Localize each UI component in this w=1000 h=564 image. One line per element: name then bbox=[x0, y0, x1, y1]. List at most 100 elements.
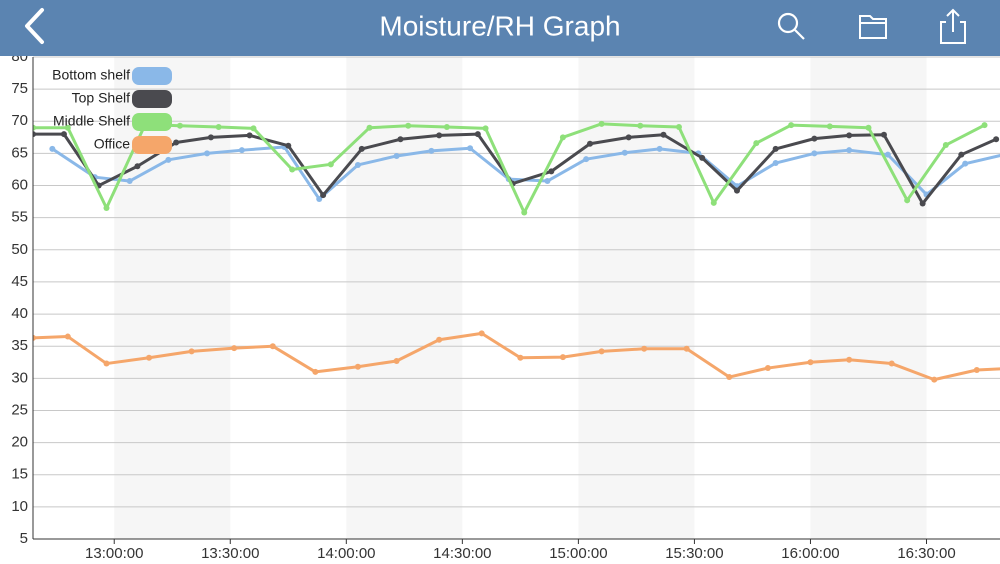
data-point bbox=[134, 163, 141, 170]
header-bar bbox=[0, 0, 1000, 56]
data-point bbox=[428, 147, 435, 154]
data-point bbox=[637, 122, 644, 129]
data-point bbox=[548, 168, 555, 175]
data-point bbox=[583, 156, 590, 163]
data-point bbox=[285, 142, 292, 149]
legend-swatch bbox=[132, 113, 172, 131]
data-point bbox=[238, 147, 245, 154]
data-point bbox=[366, 124, 373, 131]
legend-label: Bottom shelf bbox=[52, 67, 130, 83]
grid bbox=[33, 56, 1000, 540]
data-point bbox=[641, 345, 648, 352]
bands bbox=[114, 57, 927, 539]
x-tick-label: 16:00:00 bbox=[781, 545, 839, 562]
data-point bbox=[710, 199, 717, 206]
data-point bbox=[973, 366, 980, 373]
legend-label: Middle Shelf bbox=[53, 113, 130, 129]
data-point bbox=[931, 376, 938, 383]
y-tick-label: 40 bbox=[11, 305, 28, 322]
data-point bbox=[962, 160, 969, 167]
data-point bbox=[289, 166, 296, 173]
data-point bbox=[393, 357, 400, 364]
band bbox=[346, 57, 463, 539]
data-point bbox=[443, 124, 450, 131]
data-point bbox=[660, 131, 667, 138]
data-point bbox=[559, 354, 566, 361]
data-point bbox=[33, 124, 36, 131]
data-point bbox=[772, 145, 779, 152]
x-tick-label: 14:30:00 bbox=[433, 545, 491, 562]
band bbox=[114, 57, 231, 539]
legend-label: Top Shelf bbox=[72, 90, 130, 106]
y-tick-label: 20 bbox=[11, 434, 28, 451]
data-point bbox=[173, 139, 180, 146]
y-tick-label: 45 bbox=[11, 273, 28, 290]
data-point bbox=[733, 187, 740, 194]
data-point bbox=[436, 336, 443, 343]
data-point bbox=[33, 131, 36, 138]
data-point bbox=[64, 124, 71, 131]
data-point bbox=[826, 123, 833, 130]
legend: Bottom shelf Top Shelf Middle Shelf Office bbox=[52, 67, 172, 154]
data-point bbox=[699, 154, 706, 161]
back-button[interactable] bbox=[25, 8, 44, 44]
data-point bbox=[188, 348, 195, 355]
data-point bbox=[656, 145, 663, 152]
y-tick-label: 55 bbox=[11, 209, 28, 226]
data-point bbox=[482, 125, 489, 132]
search-button[interactable] bbox=[777, 12, 805, 40]
header-title: Moisture/RH Graph bbox=[379, 10, 620, 41]
folder-button[interactable] bbox=[859, 15, 887, 39]
y-tick-label: 70 bbox=[11, 112, 28, 129]
data-point bbox=[544, 178, 551, 185]
data-point bbox=[215, 124, 222, 131]
data-point bbox=[919, 200, 926, 207]
data-point bbox=[884, 151, 891, 158]
data-point bbox=[683, 345, 690, 352]
data-point bbox=[753, 140, 760, 147]
plot bbox=[33, 120, 1000, 383]
data-point bbox=[204, 150, 211, 157]
data-point bbox=[598, 348, 605, 355]
data-point bbox=[559, 134, 566, 141]
data-point bbox=[904, 197, 911, 204]
y-tick-label: 35 bbox=[11, 337, 28, 354]
data-point bbox=[231, 345, 238, 352]
data-point bbox=[146, 354, 153, 361]
data-point bbox=[103, 360, 110, 367]
y-tick-label: 65 bbox=[11, 144, 28, 161]
y-tick-label: 75 bbox=[11, 80, 28, 97]
data-point bbox=[474, 131, 481, 138]
data-point bbox=[942, 142, 949, 149]
data-point bbox=[598, 120, 605, 127]
legend-label: Office bbox=[94, 136, 131, 152]
legend-swatch bbox=[132, 136, 172, 154]
data-point bbox=[625, 134, 632, 141]
y-tick-label: 15 bbox=[11, 466, 28, 483]
data-point bbox=[811, 150, 818, 157]
data-point bbox=[60, 131, 67, 138]
y-tick-label: 60 bbox=[11, 177, 28, 194]
y-tick-label: 25 bbox=[11, 401, 28, 418]
data-point bbox=[316, 196, 323, 203]
share-button[interactable] bbox=[940, 8, 966, 44]
data-point bbox=[811, 135, 818, 142]
x-tick-label: 14:00:00 bbox=[317, 545, 375, 562]
data-point bbox=[358, 145, 365, 152]
data-point bbox=[586, 140, 593, 147]
x-tick-label: 16:30:00 bbox=[897, 545, 955, 562]
data-point bbox=[103, 205, 110, 212]
data-point bbox=[521, 209, 528, 216]
data-point bbox=[478, 330, 485, 337]
x-tick-label: 13:30:00 bbox=[201, 545, 259, 562]
x-tick-label: 15:30:00 bbox=[665, 545, 723, 562]
data-point bbox=[33, 334, 36, 341]
data-point bbox=[888, 360, 895, 367]
data-point bbox=[397, 136, 404, 143]
legend-swatch bbox=[132, 90, 172, 108]
x-tick-label: 15:00:00 bbox=[549, 545, 607, 562]
data-point bbox=[312, 368, 319, 375]
data-point bbox=[436, 132, 443, 139]
